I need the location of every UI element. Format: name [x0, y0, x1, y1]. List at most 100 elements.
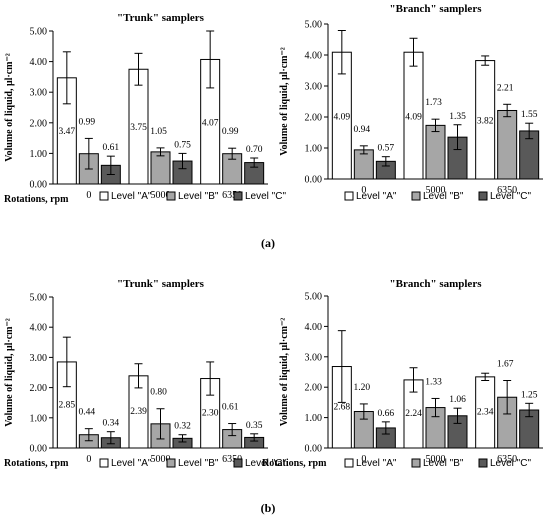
- y-tick-label: 1.00: [305, 144, 323, 155]
- y-tick-label: 4.00: [30, 57, 48, 68]
- x-tick-label: 0: [361, 185, 366, 196]
- chart-1: "Trunk" samplers Volume of liquid, μl·cm⁻…: [4, 12, 286, 205]
- legend-swatch: [233, 191, 243, 201]
- x-tick-label: 6350: [497, 454, 517, 465]
- y-tick-label: 0.00: [305, 444, 323, 455]
- data-label: 0.32: [174, 422, 191, 432]
- data-label: 0.61: [103, 143, 120, 153]
- data-label: 1.55: [521, 110, 538, 120]
- x-axis-label: Rotations, rpm: [4, 194, 69, 205]
- data-label: 3.47: [59, 127, 76, 137]
- caption-b: (b): [261, 501, 276, 515]
- x-tick-label: 5000: [151, 190, 171, 201]
- legend-swatch: [166, 458, 176, 468]
- data-label: 1.67: [497, 360, 514, 370]
- data-label: 3.82: [477, 116, 494, 126]
- data-label: 2.34: [477, 408, 494, 418]
- y-tick-label: 0.00: [30, 444, 48, 455]
- data-label: 2.30: [202, 408, 219, 418]
- y-tick-label: 1.00: [30, 413, 48, 424]
- caption-a: (a): [261, 236, 275, 250]
- y-axis-label: Volume of liquid, μl·cm⁻²: [279, 47, 290, 156]
- legend-swatch: [411, 458, 421, 468]
- legend-label: Level "A": [356, 191, 397, 202]
- chart-3: "Trunk" samplers Volume of liquid, μl·cm⁻…: [4, 278, 286, 469]
- y-tick-label: 0.00: [305, 175, 323, 186]
- x-tick-label: 0: [86, 190, 91, 201]
- y-tick-label: 0.00: [30, 180, 48, 191]
- bar-levelb-6350: [497, 109, 518, 180]
- data-label: 4.09: [334, 112, 351, 122]
- chart-title: "Branch" samplers: [390, 278, 483, 290]
- legend-label: Level "C": [490, 458, 531, 469]
- y-tick-label: 5.00: [305, 20, 323, 31]
- y-tick-label: 5.00: [30, 27, 48, 38]
- chart-2: "Branch" samplers Volume of liquid, μl·cm…: [279, 3, 543, 202]
- data-label: 2.21: [497, 83, 514, 93]
- legend-label: Level "A": [111, 191, 152, 202]
- y-tick-label: 1.00: [305, 413, 323, 424]
- data-label: 2.24: [405, 409, 422, 419]
- chart-title: "Trunk" samplers: [117, 12, 205, 24]
- legend-label: Level "A": [356, 458, 397, 469]
- y-axis-label: Volume of liquid, μl·cm⁻²: [4, 53, 15, 162]
- data-label: 0.57: [378, 144, 395, 154]
- x-tick-label: 0: [361, 454, 366, 465]
- data-label: 4.09: [405, 112, 422, 122]
- legend-label: Level "B": [178, 458, 219, 469]
- y-tick-label: 4.00: [305, 322, 323, 333]
- legend-swatch: [99, 191, 109, 201]
- bar-levelb-5000: [150, 151, 171, 185]
- legend-label: Level "B": [423, 191, 464, 202]
- legend-label: Level "A": [111, 458, 152, 469]
- x-axis-label: Rotations, rpm: [262, 458, 327, 469]
- y-tick-label: 2.00: [305, 383, 323, 394]
- data-label: 0.66: [378, 409, 395, 419]
- y-axis-label: Volume of liquid, μl·cm⁻²: [4, 318, 15, 427]
- data-label: 1.73: [425, 98, 442, 108]
- data-label: 2.85: [59, 401, 76, 411]
- data-label: 0.34: [103, 419, 120, 429]
- bar-levelb-5000: [425, 124, 446, 180]
- legend-swatch: [344, 458, 354, 468]
- data-label: 4.07: [202, 118, 219, 128]
- legend-swatch: [411, 191, 421, 201]
- x-tick-label: 5000: [426, 454, 446, 465]
- data-label: 0.94: [354, 125, 371, 135]
- y-tick-label: 3.00: [30, 88, 48, 99]
- chart-panels: "Trunk" samplers Volume of liquid, μl·cm⁻…: [4, 3, 543, 469]
- y-tick-label: 1.00: [30, 149, 48, 160]
- chart-title: "Branch" samplers: [390, 3, 483, 15]
- data-label: 1.20: [354, 383, 371, 393]
- x-tick-label: 5000: [426, 185, 446, 196]
- data-label: 2.39: [130, 407, 147, 417]
- data-label: 3.75: [130, 123, 147, 133]
- data-label: 0.99: [222, 127, 239, 137]
- legend-swatch: [478, 458, 488, 468]
- y-tick-label: 3.00: [30, 353, 48, 364]
- x-axis-label: Rotations, rpm: [4, 458, 69, 469]
- legend-label: Level "B": [423, 458, 464, 469]
- chart-title: "Trunk" samplers: [117, 278, 205, 290]
- data-label: 0.99: [79, 117, 96, 127]
- legend-swatch: [344, 191, 354, 201]
- y-tick-label: 4.00: [305, 51, 323, 62]
- legend-swatch: [233, 458, 243, 468]
- y-tick-label: 2.00: [30, 118, 48, 129]
- y-axis-label: Volume of liquid, μl·cm⁻²: [279, 318, 290, 427]
- x-tick-label: 6350: [497, 185, 517, 196]
- data-label: 1.33: [425, 377, 442, 387]
- data-label: 0.70: [246, 145, 263, 155]
- data-label: 0.35: [246, 421, 263, 431]
- x-tick-label: 0: [86, 454, 91, 465]
- legend-label: Level "B": [178, 191, 219, 202]
- data-label: 1.06: [449, 395, 466, 405]
- data-label: 0.61: [222, 403, 239, 413]
- y-tick-label: 2.00: [30, 383, 48, 394]
- data-label: 1.05: [150, 127, 167, 137]
- y-tick-label: 3.00: [305, 82, 323, 93]
- y-tick-label: 5.00: [30, 293, 48, 304]
- data-label: 0.75: [174, 140, 191, 150]
- x-tick-label: 6350: [222, 454, 242, 465]
